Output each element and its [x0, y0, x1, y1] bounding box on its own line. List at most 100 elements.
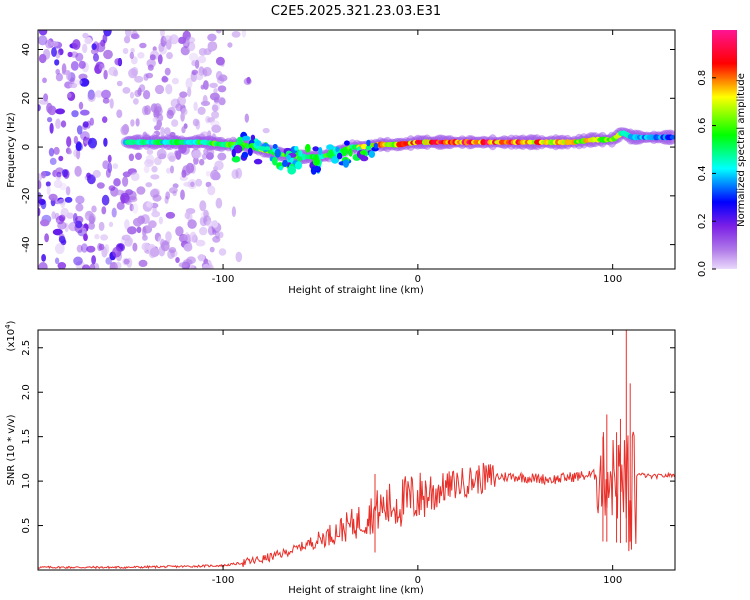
noise-speckle: [209, 82, 218, 89]
colorbar-tick-label: 0.4: [697, 165, 708, 181]
snr-ytick-label: 2.5: [21, 340, 32, 356]
noise-speckle: [122, 123, 130, 135]
spectrogram-xtick-label: -100: [212, 274, 235, 285]
noise-speckle: [130, 33, 140, 40]
noise-speckle: [158, 45, 168, 55]
noise-speckle: [38, 104, 41, 112]
noise-speckle: [227, 42, 233, 48]
colorbar-ticks: 0.0 0.2 0.4 0.6 0.8: [697, 70, 716, 277]
noise-speckle: [152, 116, 158, 123]
noise-speckle: [212, 229, 217, 235]
noise-speckle: [82, 32, 89, 39]
noise-speckle: [97, 243, 103, 252]
noise-speckle: [165, 231, 172, 242]
noise-speckle: [181, 169, 187, 178]
noise-speckle: [160, 126, 165, 138]
noise-speckle: [102, 116, 108, 123]
noise-speckle: [215, 197, 223, 209]
noise-speckle: [132, 217, 143, 227]
noise-speckle: [179, 175, 188, 181]
noise-speckle: [178, 36, 186, 45]
colorbar: 0.0 0.2 0.4 0.6 0.8 Normalized spectral ampl…: [697, 30, 747, 277]
noise-speckle: [73, 148, 81, 158]
noise-speckle: [38, 99, 49, 105]
noise-speckle: [116, 80, 123, 87]
noise-speckle: [108, 185, 116, 191]
noise-speckle: [86, 172, 91, 179]
noise-speckle: [145, 154, 155, 165]
spectrogram-xtick-label: 0: [415, 274, 421, 285]
trace-blob: [365, 145, 372, 151]
snr-scale-base: (x10: [6, 329, 17, 352]
noise-speckle: [175, 103, 183, 112]
noise-speckle: [170, 98, 180, 109]
noise-speckle: [131, 203, 139, 214]
trace-blob: [304, 143, 311, 153]
noise-speckle: [198, 48, 207, 56]
noise-speckle: [218, 248, 227, 256]
noise-speckle: [38, 207, 41, 217]
noise-speckle: [201, 153, 207, 160]
noise-speckle: [103, 69, 108, 80]
noise-speckle: [171, 77, 179, 85]
noise-speckle: [166, 52, 173, 60]
colorbar-tick-label: 0.0: [697, 261, 708, 277]
figure-title: C2E5.2025.321.23.03.E31: [271, 4, 441, 19]
noise-speckle: [143, 165, 150, 174]
snr-ytick-label: 0.5: [21, 518, 32, 534]
trace-blob: [278, 165, 283, 171]
noise-speckle: [43, 93, 49, 102]
noise-speckle: [202, 263, 211, 269]
noise-speckle: [45, 181, 51, 187]
noise-speckle: [151, 165, 158, 173]
trace-blob: [242, 135, 251, 141]
noise-speckle: [51, 211, 56, 220]
noise-speckle: [55, 215, 65, 225]
noise-speckle: [87, 89, 95, 100]
noise-speckle: [211, 124, 222, 133]
trace-blob: [368, 150, 376, 158]
noise-speckle: [215, 70, 223, 81]
noise-speckle: [109, 98, 114, 109]
noise-speckle: [130, 47, 135, 54]
noise-speckle: [54, 243, 65, 255]
trace-blob: [231, 155, 241, 163]
noise-speckle: [65, 186, 71, 196]
noise-speckle: [209, 246, 215, 253]
noise-speckle: [199, 158, 205, 166]
noise-speckle: [38, 53, 47, 64]
trace-blob: [330, 155, 340, 164]
noise-speckle: [62, 169, 68, 178]
noise-speckle: [181, 107, 188, 116]
noise-speckle: [79, 78, 90, 87]
colorbar-tick-label: 0.6: [697, 118, 708, 134]
snr-ytick-label: 1.5: [21, 429, 32, 445]
noise-speckle: [101, 89, 111, 100]
trace-point: [669, 135, 675, 140]
noise-speckle: [88, 222, 95, 230]
noise-speckle: [108, 221, 114, 227]
noise-speckle: [86, 245, 96, 253]
noise-speckle: [75, 203, 84, 212]
noise-speckle: [122, 47, 129, 55]
noise-speckle: [217, 152, 227, 161]
noise-speckle: [84, 210, 94, 221]
noise-speckle: [66, 70, 71, 81]
spectrogram-frame: [37, 29, 676, 270]
trace-blob: [255, 140, 262, 147]
noise-speckle: [152, 188, 158, 195]
noise-speckle: [231, 31, 241, 38]
noise-speckle: [93, 53, 99, 62]
noise-speckle: [87, 137, 98, 149]
noise-speckle: [244, 113, 249, 123]
trace-blob: [341, 147, 348, 157]
noise-speckle: [175, 226, 184, 237]
noise-speckle: [71, 110, 79, 118]
noise-speckle: [78, 60, 86, 69]
noise-speckle: [42, 77, 47, 84]
noise-speckle: [218, 231, 224, 239]
spectrogram-xtick-label: 100: [603, 274, 622, 285]
noise-speckle: [205, 220, 214, 227]
trace-blob: [344, 140, 350, 146]
